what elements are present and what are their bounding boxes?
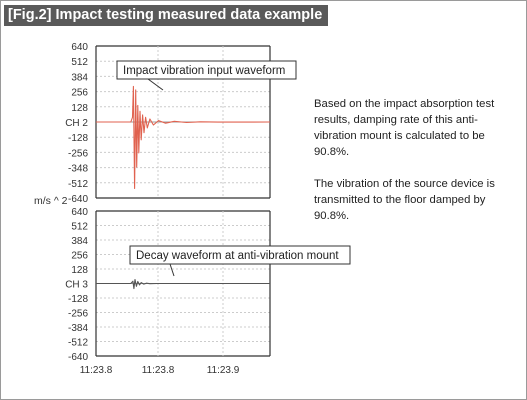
y-tick-label: -128 (68, 294, 88, 305)
y-tick-label: -512 (68, 179, 88, 190)
annotation-label: Decay waveform at anti-vibration mount (136, 250, 339, 262)
y-tick-label: 640 (71, 207, 88, 218)
annotation-box (116, 60, 297, 80)
y-tick-label: 256 (71, 88, 88, 99)
y-tick-label: 512 (71, 222, 88, 233)
annotation-leader (147, 78, 164, 91)
y-tick-label: -128 (68, 133, 88, 144)
y-tick-label: -640 (68, 194, 88, 205)
y-tick-label: -384 (68, 323, 88, 334)
y-tick-label: 512 (71, 57, 88, 68)
x-tick-label: 11:23.9 (207, 365, 240, 376)
y-tick-label: -512 (68, 338, 88, 349)
annotation-label: Impact vibration input waveform (123, 65, 285, 77)
figure-title: [Fig.2] Impact testing measured data exa… (4, 5, 329, 26)
y-tick-label: 384 (71, 72, 88, 83)
x-tick-label: 11:23.8 (142, 365, 175, 376)
y-tick-label: CH 3 (65, 280, 88, 291)
y-tick-label: -256 (68, 148, 88, 159)
y-tick-label: 256 (71, 251, 88, 262)
description-paragraph-1: Based on the impact absorption test resu… (314, 98, 495, 158)
y-tick-label: -256 (68, 309, 88, 320)
annotation-leader (169, 263, 175, 277)
y-tick-label: 128 (71, 265, 88, 276)
y-tick-label: 384 (71, 236, 88, 247)
waveform-line (96, 278, 270, 290)
waveform-line (96, 85, 271, 190)
y-axis-label: m/s ^ 2 (34, 195, 68, 207)
x-tick-label: 11:23.8 (80, 365, 113, 376)
y-tick-label: -640 (68, 352, 88, 363)
y-tick-label: CH 2 (65, 118, 88, 129)
y-tick-label: -348 (68, 164, 88, 175)
description-paragraph-2: The vibration of the source device is tr… (314, 178, 495, 222)
y-tick-label: 128 (71, 103, 88, 114)
y-tick-label: 640 (71, 42, 88, 53)
annotation-box (129, 245, 351, 265)
